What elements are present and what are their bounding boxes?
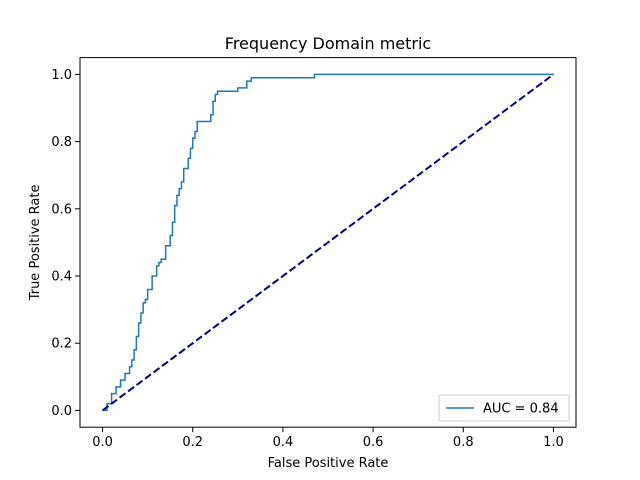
y-tick-label: 0.0: [51, 404, 72, 419]
y-tick-label: 0.8: [51, 135, 72, 150]
y-axis-label: True Positive Rate: [28, 184, 43, 301]
plot-area: [79, 57, 577, 428]
roc-curve-line: [102, 73, 554, 412]
x-tick-label: 0.8: [453, 435, 474, 450]
chance-diagonal-line: [101, 73, 555, 412]
x-tick-label: 0.0: [92, 435, 113, 450]
x-tick-label: 0.4: [273, 435, 294, 450]
series-layer: [101, 73, 555, 412]
y-axis: 0.0 0.2 0.4 0.6 0.8 1.0: [51, 68, 80, 419]
y-tick-label: 0.4: [51, 270, 72, 285]
legend-box: [438, 394, 570, 422]
legend-label-roc: AUC = 0.84: [483, 402, 559, 417]
chart-title: Frequency Domain metric: [225, 34, 431, 53]
y-tick-label: 1.0: [51, 68, 72, 83]
x-tick-label: 1.0: [543, 435, 564, 450]
x-tick-label: 0.6: [363, 435, 384, 450]
y-tick-label: 0.2: [51, 337, 72, 352]
x-axis-label: False Positive Rate: [268, 456, 389, 471]
x-axis: 0.0 0.2 0.4 0.6 0.8 1.0: [92, 427, 564, 450]
x-tick-label: 0.2: [182, 435, 203, 450]
legend: AUC = 0.84: [438, 394, 570, 422]
y-tick-label: 0.6: [51, 202, 72, 217]
